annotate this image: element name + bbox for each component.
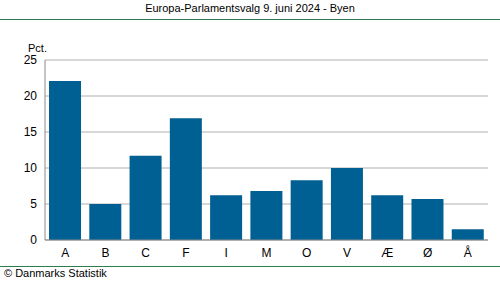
svg-text:Å: Å	[464, 245, 472, 260]
svg-text:F: F	[182, 246, 189, 260]
svg-text:Ø: Ø	[423, 246, 432, 260]
svg-text:V: V	[343, 246, 351, 260]
svg-text:A: A	[61, 246, 69, 260]
svg-text:5: 5	[30, 197, 37, 211]
svg-text:20: 20	[24, 89, 38, 103]
svg-text:B: B	[101, 246, 109, 260]
svg-text:10: 10	[24, 161, 38, 175]
html-text:Pct.: Pct.	[28, 42, 47, 54]
html-text:Europa-Parlamentsvalg 9. juni: Europa-Parlamentsvalg 9. juni 2024 - Bye…	[145, 2, 355, 14]
svg-text:M: M	[262, 246, 272, 260]
svg-text:O: O	[302, 246, 311, 260]
svg-text:25: 25	[24, 53, 38, 67]
svg-text:Æ: Æ	[381, 246, 393, 260]
svg-text:0: 0	[30, 233, 37, 247]
svg-text:C: C	[141, 246, 150, 260]
svg-text:I: I	[225, 246, 228, 260]
html-text:© Danmarks Statistik: © Danmarks Statistik	[4, 267, 107, 279]
svg-text:15: 15	[24, 125, 38, 139]
